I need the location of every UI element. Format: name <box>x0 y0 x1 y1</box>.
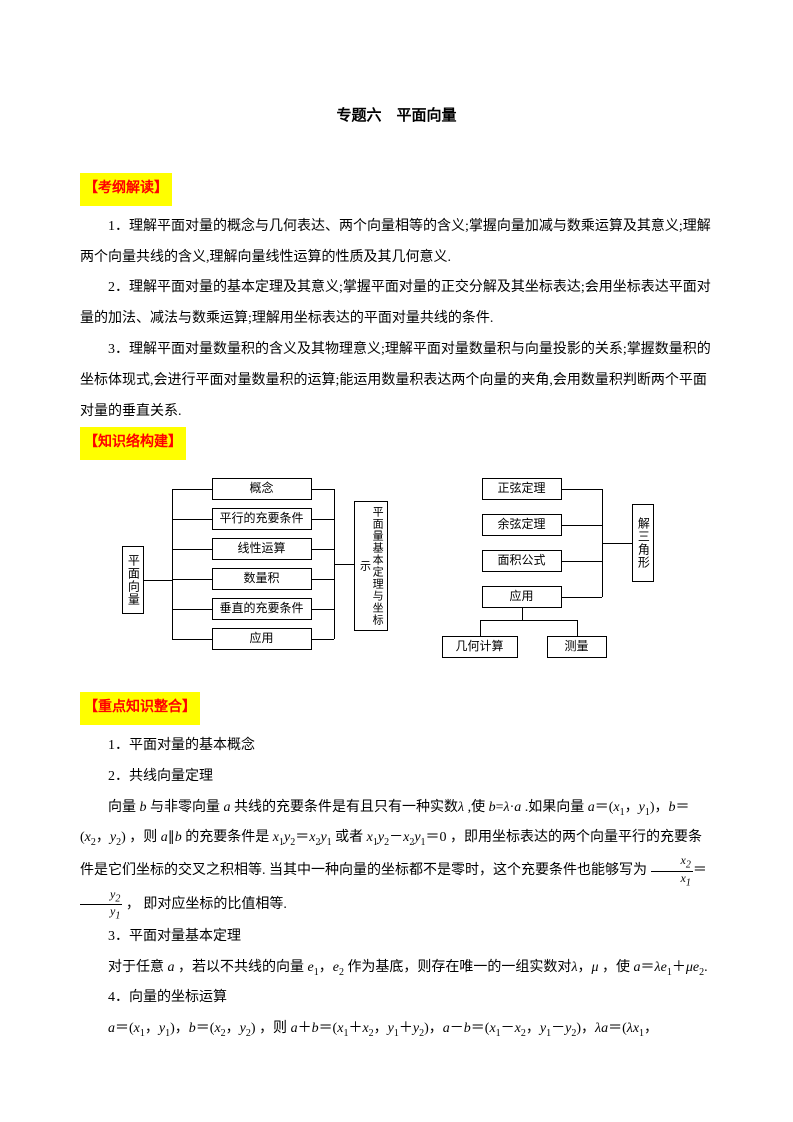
db-n6: 测量 <box>547 636 607 658</box>
db-n3: 面积公式 <box>482 550 562 572</box>
k8a: ，则 <box>259 1021 291 1036</box>
k6c: 作为基底，则存在唯一的一组实数对 <box>347 960 571 975</box>
da-n3: 线性运算 <box>212 538 312 560</box>
outline-p2: 2．理解平面对量的基本定理及其意义;掌握平面对量的正交分解及其坐标表达;会用坐标… <box>80 273 713 335</box>
da-n2: 平行的充要条件 <box>212 508 312 530</box>
outline-p1: 1．理解平面对量的概念与几何表达、两个向量相等的含义;掌握向量加减与数乘运算及其… <box>80 212 713 274</box>
k4a: ，则 <box>129 830 161 845</box>
da-n4: 数量积 <box>212 568 312 590</box>
k3b: 与非零向量 <box>150 800 224 815</box>
db-side: 解三角形 <box>632 504 654 582</box>
db-n5: 几何计算 <box>442 636 518 658</box>
k6d: ，使 <box>602 960 634 975</box>
k4d: ，即用坐标表达的两个向量平行的充要条件是它们坐标的交叉之积相等. 当其中一种向量… <box>80 830 702 878</box>
k6b: ，若以不共线的向量 <box>178 960 308 975</box>
k6: 对于任意 a ，若以不共线的向量 e1，e2 作为基底，则存在唯一的一组实数对λ… <box>80 953 713 984</box>
section-label-2: 【知识络构建】 <box>80 427 186 460</box>
k6a: 对于任意 <box>108 960 168 975</box>
k7: 4．向量的坐标运算 <box>80 983 713 1014</box>
page-title: 专题六 平面向量 <box>80 100 713 133</box>
db-n4: 应用 <box>482 586 562 608</box>
page-root: 专题六 平面向量 【考纲解读】 1．理解平面对量的概念与几何表达、两个向量相等的… <box>0 0 793 1122</box>
diagram-row: 平面向量 概念 平行的充要条件 线性运算 数量积 垂直的充要条件 应用 平面量基… <box>80 476 713 676</box>
section-label-3: 【重点知识整合】 <box>80 692 200 725</box>
outline-p3: 3．理解平面对量数量积的含义及其物理意义;理解平面对量数量积与向量投影的关系;掌… <box>80 335 713 427</box>
db-n2: 余弦定理 <box>482 514 562 536</box>
da-n6: 应用 <box>212 628 312 650</box>
k4e: ， 即对应坐标的比值相等. <box>126 897 287 912</box>
k3: 向量 b 与非零向量 a 共线的充要条件是有且只有一种实数λ ,使 b=λ·a … <box>80 793 713 922</box>
da-side: 平面量基本定理与坐标示 <box>354 501 388 631</box>
k3c: 共线的充要条件是有且只有一种实数 <box>234 800 458 815</box>
k3e: .如果向量 <box>525 800 588 815</box>
db-n1: 正弦定理 <box>482 478 562 500</box>
k2: 2．共线向量定理 <box>80 762 713 793</box>
k8: a＝(x1，y1)，b＝(x2，y2) ，则 a＋b＝(x1＋x2，y1＋y2)… <box>80 1014 713 1045</box>
section-label-1: 【考纲解读】 <box>80 173 172 206</box>
k5: 3．平面对量基本定理 <box>80 922 713 953</box>
k4b: 的充要条件是 <box>185 830 273 845</box>
diagram-a: 平面向量 概念 平行的充要条件 线性运算 数量积 垂直的充要条件 应用 平面量基… <box>122 476 402 676</box>
k1: 1．平面对量的基本概念 <box>80 731 713 762</box>
da-n1: 概念 <box>212 478 312 500</box>
diagram-b: 正弦定理 余弦定理 面积公式 应用 几何计算 测量 解三角形 <box>432 476 672 676</box>
da-root: 平面向量 <box>122 546 144 614</box>
k4c: 或者 <box>335 830 367 845</box>
k3d: ,使 <box>468 800 489 815</box>
da-n5: 垂直的充要条件 <box>212 598 312 620</box>
k3a: 向量 <box>108 800 140 815</box>
